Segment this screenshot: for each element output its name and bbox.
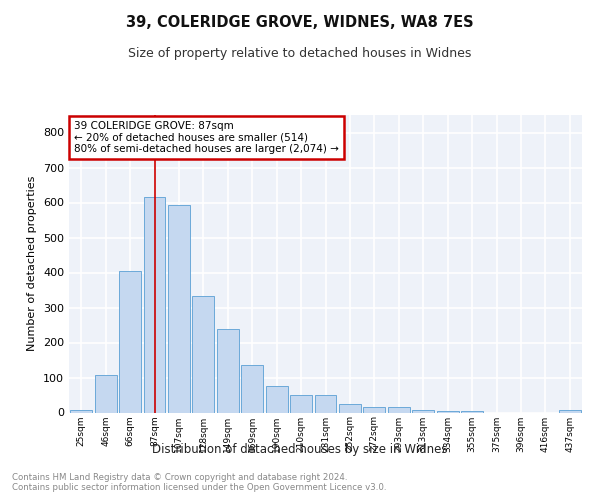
Bar bbox=[119, 272, 141, 412]
Bar bbox=[364, 407, 385, 412]
Bar bbox=[339, 404, 361, 412]
Bar bbox=[437, 411, 458, 412]
Bar bbox=[412, 410, 434, 412]
Bar bbox=[143, 196, 166, 412]
Bar bbox=[241, 364, 263, 412]
Text: Size of property relative to detached houses in Widnes: Size of property relative to detached ho… bbox=[128, 48, 472, 60]
Bar bbox=[290, 395, 312, 412]
Text: Contains HM Land Registry data © Crown copyright and database right 2024.
Contai: Contains HM Land Registry data © Crown c… bbox=[12, 472, 386, 492]
Text: Distribution of detached houses by size in Widnes: Distribution of detached houses by size … bbox=[152, 442, 448, 456]
Bar bbox=[266, 386, 287, 412]
Text: 39 COLERIDGE GROVE: 87sqm
← 20% of detached houses are smaller (514)
80% of semi: 39 COLERIDGE GROVE: 87sqm ← 20% of detac… bbox=[74, 121, 339, 154]
Bar bbox=[559, 410, 581, 412]
Bar bbox=[388, 407, 410, 412]
Bar bbox=[314, 395, 337, 412]
Y-axis label: Number of detached properties: Number of detached properties bbox=[28, 176, 37, 352]
Bar bbox=[168, 206, 190, 412]
Bar bbox=[217, 329, 239, 412]
Bar bbox=[70, 410, 92, 412]
Bar bbox=[193, 296, 214, 412]
Bar bbox=[95, 375, 116, 412]
Text: 39, COLERIDGE GROVE, WIDNES, WA8 7ES: 39, COLERIDGE GROVE, WIDNES, WA8 7ES bbox=[126, 15, 474, 30]
